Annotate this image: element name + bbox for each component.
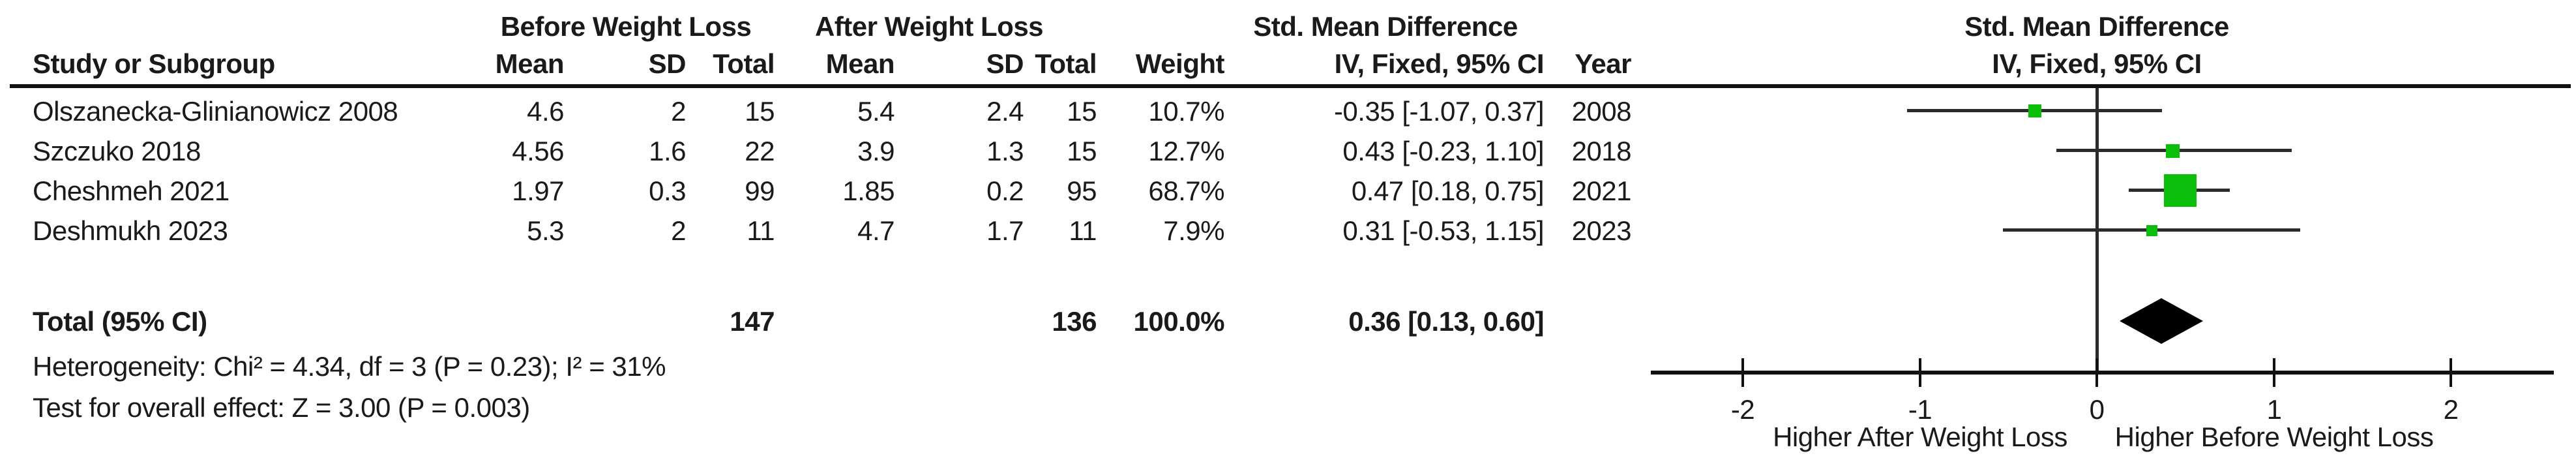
cell-ci: 0.47 [0.18, 0.75] [1351, 176, 1545, 206]
header-rule [10, 84, 2571, 88]
plot-title-smd: Std. Mean Difference [1964, 11, 2229, 42]
total-ci: 0.36 [0.13, 0.60] [1348, 306, 1544, 337]
cell-total-after: 15 [1067, 96, 1097, 127]
cell-total-before: 11 [747, 215, 775, 246]
study-name: Cheshmeh 2021 [33, 176, 229, 206]
x-axis-tick [2095, 358, 2098, 387]
col-header-weight: Weight [1135, 48, 1225, 79]
x-axis-tick-label: 0 [2089, 394, 2105, 425]
cell-weight: 68.7% [1148, 176, 1224, 206]
cell-mean-before: 1.97 [512, 176, 564, 206]
x-axis-tick [1919, 358, 1921, 387]
study-name: Szczuko 2018 [33, 136, 201, 166]
zero-line [2095, 88, 2099, 374]
cell-sd-before: 2 [671, 215, 686, 246]
x-axis-tick-label: -1 [1908, 394, 1932, 425]
col-header-total-before: Total [713, 48, 775, 79]
col-header-mean-after: Mean [825, 48, 895, 79]
cell-ci: 0.43 [-0.23, 1.10] [1342, 136, 1544, 166]
col-header-year: Year [1575, 48, 1631, 79]
total-weight: 100.0% [1133, 306, 1225, 337]
group-header-before: Before Weight Loss [500, 11, 752, 42]
x-axis-tick-label: -2 [1730, 394, 1755, 425]
axis-label-right: Higher Before Weight Loss [2114, 422, 2434, 452]
x-axis-tick-label: 2 [2443, 394, 2459, 425]
cell-total-before: 22 [745, 136, 775, 166]
cell-ci: -0.35 [-1.07, 0.37] [1333, 96, 1545, 127]
effect-square [2164, 174, 2197, 207]
cell-year: 2018 [1571, 136, 1632, 166]
cell-sd-before: 1.6 [649, 136, 686, 166]
study-name: Olszanecka-Glinianowicz 2008 [33, 96, 398, 127]
plot-subtitle-ci: IV, Fixed, 95% CI [1992, 48, 2202, 79]
cell-mean-after: 4.7 [857, 215, 895, 246]
col-header-total-after: Total [1035, 48, 1097, 79]
cell-total-after: 11 [1069, 215, 1097, 246]
study-name: Deshmukh 2023 [33, 215, 228, 246]
cell-year: 2008 [1571, 96, 1632, 127]
effect-square [2028, 104, 2041, 117]
effect-square [2166, 144, 2180, 158]
cell-sd-after: 1.3 [986, 136, 1024, 166]
heterogeneity-note: Heterogeneity: Chi² = 4.34, df = 3 (P = … [33, 351, 666, 382]
total-label: Total (95% CI) [33, 306, 207, 337]
cell-total-before: 99 [745, 176, 775, 206]
cell-year: 2021 [1571, 176, 1632, 206]
col-header-sd-before: SD [648, 48, 687, 79]
cell-sd-before: 2 [671, 96, 686, 127]
group-header-smd-table: Std. Mean Difference [1253, 11, 1518, 42]
col-header-sd-after: SD [986, 48, 1024, 79]
cell-weight: 10.7% [1148, 96, 1224, 127]
cell-total-before: 15 [745, 96, 775, 127]
cell-mean-after: 1.85 [842, 176, 895, 206]
cell-weight: 12.7% [1148, 136, 1224, 166]
x-axis-tick-label: 1 [2266, 394, 2282, 425]
cell-total-after: 15 [1067, 136, 1097, 166]
overall-effect-note: Test for overall effect: Z = 3.00 (P = 0… [33, 392, 530, 423]
x-axis-line [1651, 371, 2554, 375]
x-axis-tick [1741, 358, 1744, 387]
cell-sd-after: 2.4 [986, 96, 1024, 127]
cell-ci: 0.31 [-0.53, 1.15] [1342, 215, 1544, 246]
cell-total-after: 95 [1067, 176, 1097, 206]
total-after-n: 136 [1052, 306, 1097, 337]
cell-year: 2023 [1571, 215, 1632, 246]
cell-mean-before: 4.56 [512, 136, 564, 166]
effect-square [2146, 225, 2157, 236]
cell-sd-before: 0.3 [649, 176, 686, 206]
axis-label-left: Higher After Weight Loss [1773, 422, 2067, 452]
cell-mean-after: 3.9 [857, 136, 895, 166]
cell-sd-after: 0.2 [986, 176, 1024, 206]
col-header-mean-before: Mean [495, 48, 565, 79]
cell-mean-before: 5.3 [527, 215, 564, 246]
total-before-n: 147 [730, 306, 775, 337]
col-header-ci: IV, Fixed, 95% CI [1334, 48, 1545, 79]
cell-mean-before: 4.6 [527, 96, 564, 127]
x-axis-tick [2450, 358, 2452, 387]
cell-mean-after: 5.4 [857, 96, 895, 127]
x-axis-tick [2273, 358, 2275, 387]
cell-sd-after: 1.7 [986, 215, 1024, 246]
col-header-study: Study or Subgroup [33, 48, 275, 79]
group-header-after: After Weight Loss [814, 11, 1044, 42]
cell-weight: 7.9% [1163, 215, 1224, 246]
summary-diamond [2120, 298, 2203, 344]
